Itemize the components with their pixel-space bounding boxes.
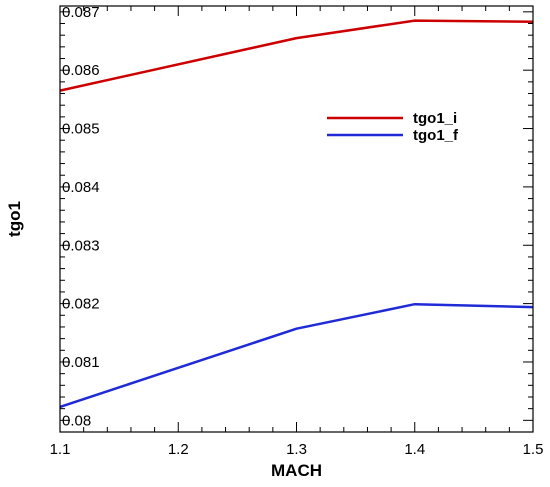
series-line-tgo1-f (59, 302, 534, 409)
y-tick-label: 0.084 (62, 179, 100, 196)
x-tick-label: 1.5 (523, 441, 544, 458)
y-tick-label: 0.085 (62, 121, 100, 138)
x-tick-label: 1.4 (404, 441, 425, 458)
legend: tgo1_i tgo1_f (327, 110, 459, 144)
y-tick-label: 0.087 (62, 4, 100, 21)
y-axis-title: tgo1 (5, 201, 24, 237)
y-tick-label: 0.086 (62, 62, 100, 79)
x-tick-label: 1.1 (50, 441, 71, 458)
y-tick-label: 0.082 (62, 296, 100, 313)
x-axis-title: MACH (271, 461, 322, 480)
plot-frame (59, 5, 534, 433)
y-tick-label: 0.08 (62, 412, 91, 429)
x-tick-label: 1.2 (168, 441, 189, 458)
x-tick-label: 1.3 (286, 441, 307, 458)
series-layer (59, 19, 534, 409)
legend-label-tgo1-i: tgo1_i (413, 110, 457, 127)
ticks-layer: 1.1 1.2 1.3 1.4 1.5 0.08 0.081 0.082 0.083 0.084 0… (50, 4, 544, 458)
y-tick-label: 0.083 (62, 237, 100, 254)
y-tick-label: 0.081 (62, 354, 100, 371)
legend-label-tgo1-f: tgo1_f (413, 127, 459, 144)
series-line-tgo1-i (59, 19, 534, 92)
